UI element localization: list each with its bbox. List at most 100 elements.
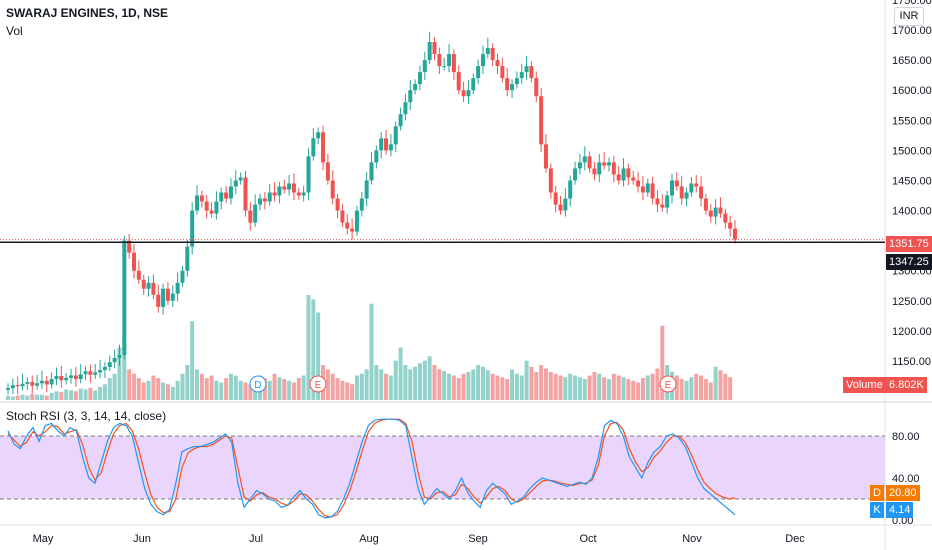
volume-bar <box>291 382 296 400</box>
candle-body <box>398 114 403 127</box>
volume-bar <box>684 380 689 400</box>
volume-bar <box>122 338 127 400</box>
horizontal-line-price-tag[interactable]: 1347.25 <box>886 254 932 270</box>
candle-body <box>311 138 316 157</box>
candle-body <box>219 192 224 202</box>
candle-body <box>64 377 69 381</box>
candle-body <box>626 168 631 178</box>
candle-body <box>364 180 369 199</box>
volume-bar <box>25 395 30 400</box>
candle-body <box>127 240 132 253</box>
volume-bar <box>723 373 728 400</box>
volume-bar <box>582 379 587 400</box>
volume-bar <box>340 380 345 400</box>
volume-bar <box>161 382 166 400</box>
volume-bar <box>626 379 631 400</box>
volume-bar <box>195 369 200 400</box>
candle-body <box>660 204 665 208</box>
volume-bar <box>39 394 44 400</box>
volume-bar <box>539 365 544 400</box>
price-tick-label: 1750.00 <box>892 0 932 7</box>
volume-bar <box>602 377 607 400</box>
volume-indicator-label[interactable]: Vol <box>6 24 23 38</box>
candle-body <box>354 210 359 232</box>
volume-bar <box>645 375 650 400</box>
volume-bar <box>413 366 418 400</box>
stoch-k-line <box>7 418 736 519</box>
candle-body <box>69 375 74 378</box>
volume-bar <box>505 379 510 400</box>
candle-body <box>238 177 243 181</box>
volume-bar <box>224 378 229 400</box>
volume-bar <box>185 365 190 400</box>
stoch-tick-label: 40.00 <box>892 473 920 485</box>
volume-bar <box>451 375 456 400</box>
candle-body <box>631 177 636 181</box>
volume-bar <box>345 382 350 400</box>
candle-body <box>553 192 558 205</box>
volume-name-tag: Volume <box>843 377 886 393</box>
volume-bar <box>543 368 548 400</box>
candle-body <box>248 210 253 223</box>
candle-body <box>301 192 306 196</box>
candle-body <box>611 162 616 175</box>
price-tick-label: 1600.00 <box>892 85 932 97</box>
currency-button[interactable]: INR <box>894 7 924 26</box>
volume-bar <box>136 378 141 400</box>
volume-bar <box>500 377 505 400</box>
candle-body <box>175 282 180 294</box>
price-tick-label: 1400.00 <box>892 206 932 218</box>
volume-bar <box>228 373 233 400</box>
volume-bar <box>616 375 621 400</box>
candle-body <box>141 279 146 289</box>
volume-bar <box>69 390 74 400</box>
candle-body <box>321 132 326 163</box>
volume-bar <box>621 377 626 400</box>
volume-bar <box>73 391 78 400</box>
candle-body <box>49 379 54 385</box>
candle-body <box>621 168 626 181</box>
candle-body <box>708 210 713 217</box>
volume-bar <box>728 377 733 400</box>
stoch-rsi-indicator-label[interactable]: Stoch RSI (3, 3, 14, 14, close) <box>6 409 167 423</box>
volume-bar <box>102 384 107 400</box>
candle-body <box>35 383 40 386</box>
volume-bar <box>248 384 253 400</box>
volume-bar <box>180 373 185 400</box>
volume-bar <box>243 382 248 400</box>
candle-body <box>291 183 296 193</box>
price-tick-label: 1700.00 <box>892 25 932 37</box>
candle-body <box>403 102 408 115</box>
stoch-tick-label: 0.00 <box>892 515 913 527</box>
volume-bar <box>350 384 355 400</box>
volume-bar <box>20 394 25 400</box>
candle-body <box>437 54 442 67</box>
stoch-d-line <box>7 418 736 518</box>
volume-bar <box>330 373 335 400</box>
candle-body <box>243 177 248 211</box>
volume-bar <box>219 382 224 400</box>
volume-bar <box>238 380 243 400</box>
volume-bar <box>703 379 708 400</box>
candle-body <box>587 156 592 169</box>
volume-bar <box>422 360 427 400</box>
candle-body <box>728 222 733 229</box>
stoch-k-value-tag: 4.14 <box>886 502 914 518</box>
candle-body <box>151 282 156 295</box>
candle-body <box>558 204 563 211</box>
candle-body <box>102 367 107 371</box>
candle-body <box>718 207 723 214</box>
volume-bar <box>93 390 98 400</box>
candle-body <box>519 72 524 79</box>
candle-body <box>209 210 214 214</box>
candle-body <box>563 198 568 211</box>
volume-bar <box>49 393 54 400</box>
candle-body <box>476 66 481 79</box>
volume-bar <box>495 375 500 400</box>
volume-bar <box>199 373 204 400</box>
candle-body <box>665 195 670 208</box>
volume-bar <box>568 373 573 400</box>
volume-bar <box>233 375 238 400</box>
